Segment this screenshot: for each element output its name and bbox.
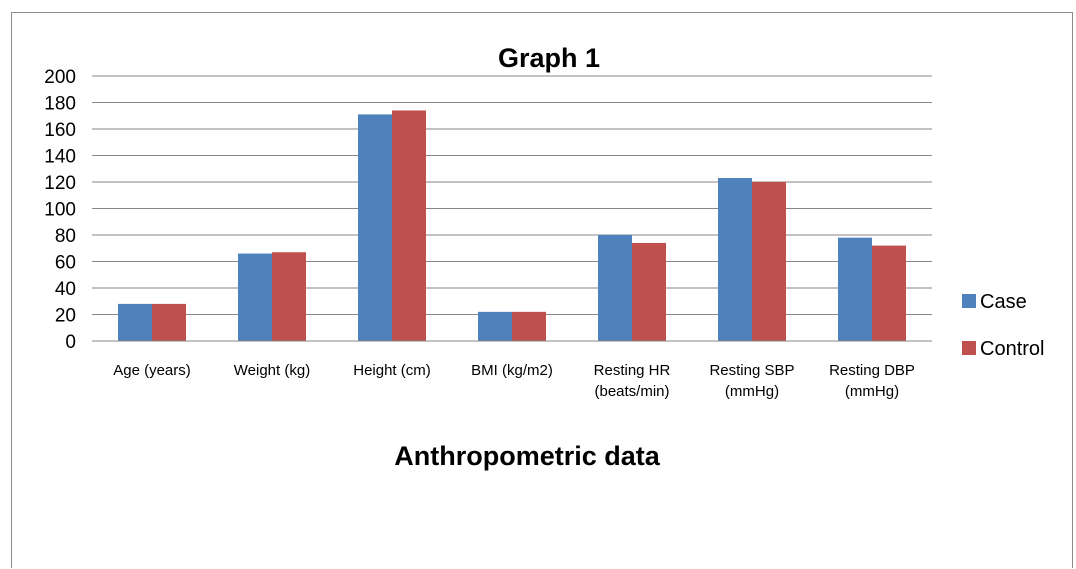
y-tick-label: 60 — [55, 253, 76, 274]
legend-swatch-control — [962, 341, 976, 355]
x-tick-label: (mmHg) — [845, 383, 899, 400]
bar-control — [392, 110, 426, 341]
legend: Case Control — [962, 291, 1044, 360]
chart-frame — [11, 12, 1073, 568]
x-axis-categories: Age (years) Weight (kg) Height (cm) BMI (kg… — [113, 362, 915, 400]
bar-control — [632, 242, 666, 341]
x-tick-label: Resting SBP — [709, 362, 794, 379]
y-tick-label: 0 — [65, 332, 76, 353]
gridlines — [92, 75, 932, 315]
bar-control — [512, 311, 546, 341]
x-tick-label: (beats/min) — [594, 383, 669, 400]
x-tick-label: Weight (kg) — [234, 362, 310, 379]
bar-case — [718, 178, 752, 341]
bar-control — [872, 245, 906, 341]
bar-control — [152, 303, 186, 341]
bar-case — [598, 235, 632, 341]
y-tick-label: 200 — [44, 67, 76, 88]
y-axis-ticks: 0 20 40 60 80 100 120 140 160 180 200 — [44, 67, 76, 353]
bar-case — [838, 237, 872, 341]
bar-control — [752, 182, 786, 341]
x-tick-label: Resting HR — [594, 362, 671, 379]
chart-title: Graph 1 — [498, 43, 600, 73]
y-tick-label: 100 — [44, 200, 76, 221]
x-tick-label: Age (years) — [113, 362, 191, 379]
x-tick-label: Height (cm) — [353, 362, 431, 379]
y-tick-label: 40 — [55, 279, 76, 300]
x-tick-label: BMI (kg/m2) — [471, 362, 553, 379]
y-tick-label: 180 — [44, 94, 76, 115]
legend-label-control: Control — [980, 338, 1044, 360]
x-tick-label: (mmHg) — [725, 383, 779, 400]
bar-case — [358, 114, 392, 341]
y-tick-label: 80 — [55, 226, 76, 247]
x-axis-title: Anthropometric data — [394, 441, 661, 471]
bars — [118, 110, 906, 341]
x-tick-label: Resting DBP — [829, 362, 915, 379]
y-tick-label: 140 — [44, 147, 76, 168]
y-tick-label: 120 — [44, 173, 76, 194]
bar-case — [478, 311, 512, 341]
bar-case — [238, 253, 272, 341]
y-tick-label: 20 — [55, 306, 76, 327]
y-tick-label: 160 — [44, 120, 76, 141]
bar-case — [118, 303, 152, 341]
legend-swatch-case — [962, 294, 976, 308]
legend-label-case: Case — [980, 291, 1027, 313]
bar-control — [272, 252, 306, 341]
